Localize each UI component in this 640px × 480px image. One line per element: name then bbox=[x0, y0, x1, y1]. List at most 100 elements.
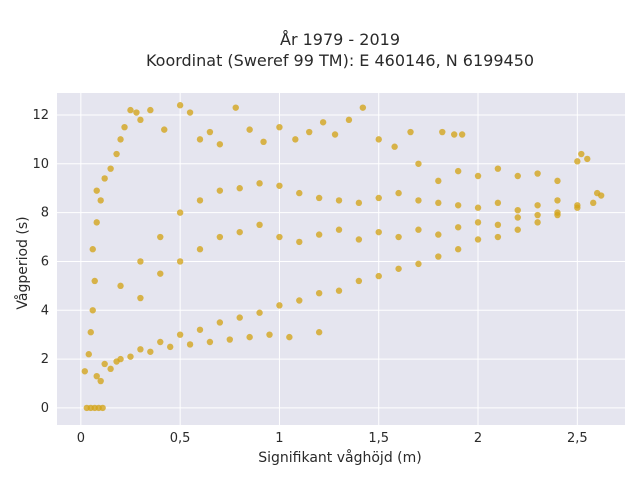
data-point bbox=[101, 360, 108, 368]
data-point bbox=[454, 202, 462, 209]
data-point bbox=[534, 219, 541, 226]
data-point bbox=[276, 123, 283, 131]
data-point bbox=[454, 246, 462, 253]
data-point bbox=[474, 219, 482, 226]
data-point bbox=[375, 228, 382, 236]
data-point bbox=[335, 287, 343, 294]
data-point bbox=[375, 272, 382, 280]
data-point bbox=[458, 131, 466, 138]
data-point bbox=[534, 202, 541, 209]
y-axis-label: Vågperiod (s) bbox=[14, 216, 31, 309]
data-point bbox=[137, 258, 144, 265]
data-point bbox=[315, 231, 323, 238]
y-tick-label: 6 bbox=[41, 254, 49, 269]
data-point bbox=[196, 136, 204, 143]
data-point bbox=[494, 221, 502, 229]
data-point bbox=[216, 187, 224, 194]
data-point bbox=[395, 233, 402, 241]
data-point bbox=[454, 224, 462, 231]
data-point bbox=[474, 172, 482, 180]
grid-lines bbox=[57, 93, 625, 425]
data-point bbox=[415, 226, 422, 233]
data-point bbox=[157, 338, 164, 346]
data-point bbox=[157, 233, 164, 241]
data-point bbox=[176, 209, 184, 216]
y-tick-label: 12 bbox=[32, 108, 49, 123]
data-point bbox=[514, 214, 521, 221]
data-point bbox=[236, 228, 243, 236]
data-point bbox=[335, 197, 343, 204]
data-point bbox=[415, 160, 422, 167]
data-point bbox=[574, 158, 581, 165]
data-point bbox=[584, 155, 591, 163]
data-point bbox=[117, 136, 124, 143]
data-point bbox=[176, 331, 184, 338]
data-point bbox=[232, 104, 239, 111]
data-point bbox=[256, 180, 263, 187]
data-point bbox=[474, 204, 482, 211]
data-point bbox=[435, 199, 442, 207]
x-tick-label: 1,5 bbox=[368, 431, 389, 446]
data-point bbox=[494, 165, 502, 172]
plot-background bbox=[57, 93, 625, 425]
data-point bbox=[554, 197, 561, 204]
data-point bbox=[590, 199, 597, 207]
data-point bbox=[395, 265, 402, 272]
data-point bbox=[296, 238, 303, 246]
data-point bbox=[597, 192, 605, 199]
data-point bbox=[256, 309, 263, 316]
data-point bbox=[196, 246, 204, 253]
x-tick-label: 1 bbox=[275, 431, 283, 446]
data-point bbox=[315, 289, 323, 297]
x-tick-label: 2,5 bbox=[567, 431, 588, 446]
data-point bbox=[554, 177, 561, 185]
data-point bbox=[93, 219, 100, 226]
data-point bbox=[93, 187, 100, 194]
data-point bbox=[206, 128, 214, 136]
data-point bbox=[127, 353, 134, 360]
data-point bbox=[236, 314, 243, 321]
data-point bbox=[113, 150, 120, 158]
data-point bbox=[87, 329, 94, 336]
data-point bbox=[292, 136, 299, 143]
data-point bbox=[91, 277, 98, 285]
data-point bbox=[81, 368, 89, 375]
data-point bbox=[161, 126, 168, 133]
data-point bbox=[534, 170, 541, 177]
data-point bbox=[127, 106, 134, 114]
data-point bbox=[107, 165, 114, 172]
y-tick-labels: 0 2 4 6 8 10 12 bbox=[32, 108, 49, 416]
data-point bbox=[306, 128, 313, 136]
data-point bbox=[85, 351, 92, 358]
data-point bbox=[117, 282, 124, 290]
data-point bbox=[216, 319, 224, 326]
data-point bbox=[256, 221, 263, 229]
data-point bbox=[97, 377, 104, 385]
data-point bbox=[236, 185, 243, 192]
data-point bbox=[186, 109, 194, 116]
data-point bbox=[315, 329, 323, 336]
y-tick-label: 4 bbox=[41, 303, 49, 318]
data-point bbox=[260, 138, 267, 146]
data-point bbox=[474, 236, 482, 243]
data-point bbox=[355, 199, 363, 207]
data-point bbox=[99, 404, 106, 412]
data-point bbox=[296, 297, 303, 304]
data-point bbox=[345, 116, 353, 124]
data-point bbox=[133, 109, 140, 116]
data-point bbox=[276, 233, 283, 241]
x-tick-label: 0 bbox=[77, 431, 85, 446]
data-point bbox=[206, 338, 214, 346]
data-point bbox=[375, 194, 382, 202]
y-tick-label: 0 bbox=[41, 401, 49, 416]
y-tick-label: 2 bbox=[41, 352, 49, 367]
data-point bbox=[514, 206, 521, 214]
data-point bbox=[147, 348, 154, 355]
data-point bbox=[216, 141, 224, 148]
data-point bbox=[167, 343, 174, 351]
data-point bbox=[454, 167, 462, 175]
data-point bbox=[176, 102, 184, 109]
data-point bbox=[439, 128, 446, 136]
data-point bbox=[101, 175, 108, 182]
